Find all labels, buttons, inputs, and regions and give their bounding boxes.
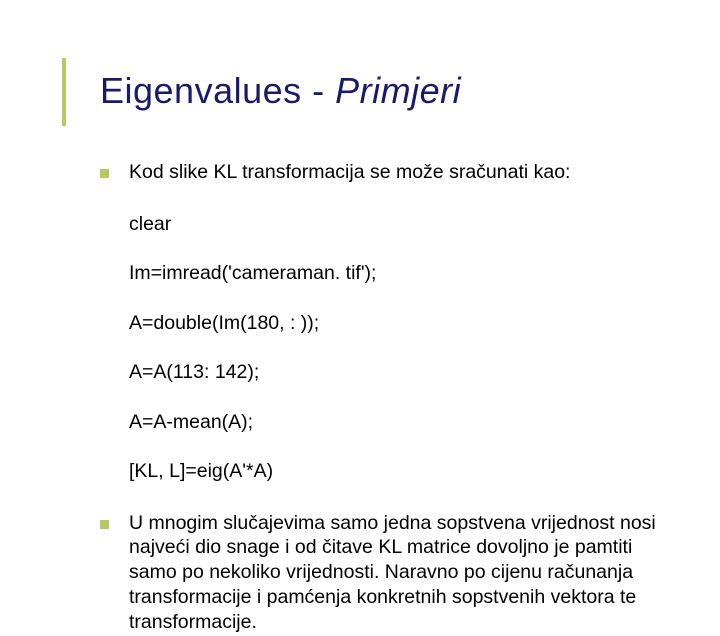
list-item: Kod slike KL transformacija se može srač… <box>100 160 680 185</box>
title-wrap: Eigenvalues - Primjeri <box>100 70 461 112</box>
title-italic: Primjeri <box>335 70 461 111</box>
accent-line <box>62 58 66 126</box>
bullet-text: Kod slike KL transformacija se može srač… <box>129 160 570 185</box>
slide: Eigenvalues - Primjeri Kod slike KL tran… <box>0 0 720 540</box>
code-line: A=A-mean(A); <box>129 410 680 435</box>
code-line: A=double(Im(180, : )); <box>129 311 680 336</box>
page-title: Eigenvalues - Primjeri <box>100 70 461 112</box>
code-line: A=A(113: 142); <box>129 360 680 385</box>
title-prefix: Eigenvalues - <box>100 70 335 111</box>
code-block: clear Im=imread('cameraman. tif'); A=dou… <box>129 187 680 509</box>
body: Kod slike KL transformacija se može srač… <box>100 160 680 636</box>
code-line: Im=imread('cameraman. tif'); <box>129 261 680 286</box>
bullet-square-icon <box>100 169 109 178</box>
list-item: U mnogim slučajevima samo jedna sopstven… <box>100 511 680 635</box>
bullet-square-icon <box>100 520 109 529</box>
code-line: clear <box>129 212 680 237</box>
bullet-text: U mnogim slučajevima samo jedna sopstven… <box>129 511 680 635</box>
code-line: [KL, L]=eig(A'*A) <box>129 459 680 484</box>
